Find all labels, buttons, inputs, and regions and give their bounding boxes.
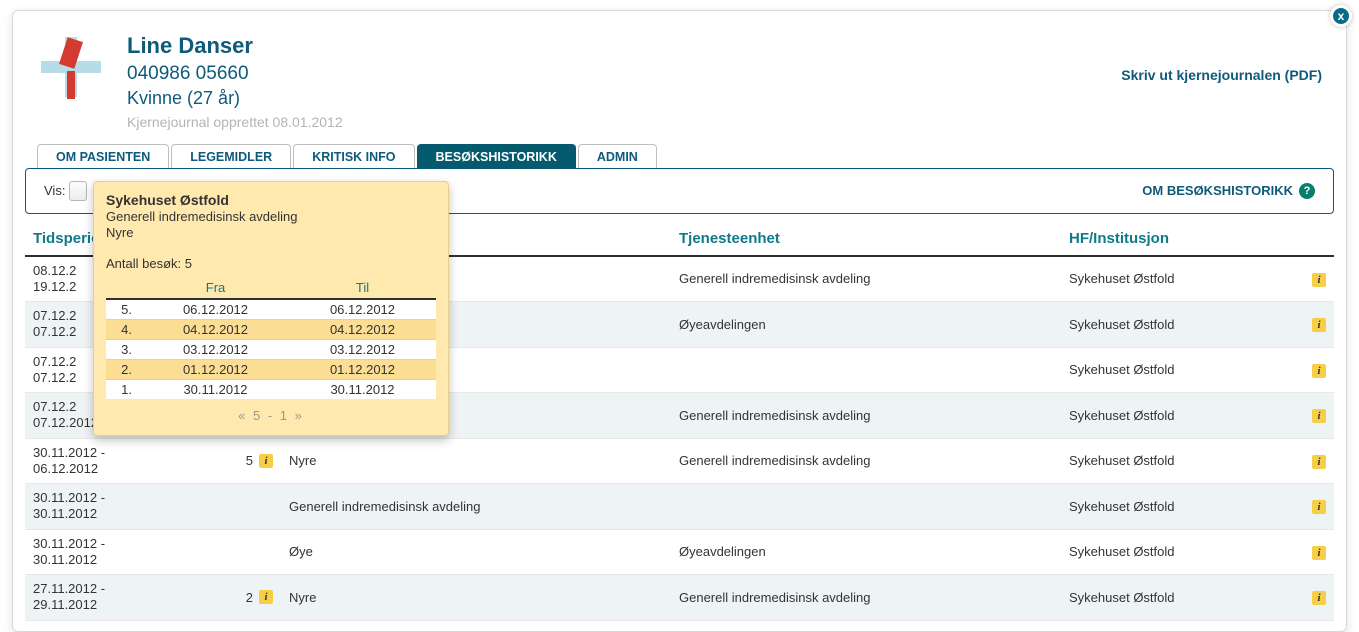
logo-icon [37,35,105,106]
row-dates: 30.11.2012 -06.12.2012 [25,438,225,484]
vis-filter: Vis: [44,181,87,201]
info-icon[interactable]: i [1312,409,1326,423]
info-icon[interactable]: i [1312,546,1326,560]
popup-title: Sykehuset Østfold [106,192,436,208]
table-row[interactable]: 30.11.2012 -30.11.2012 ØyeØyeavdelingenSy… [25,529,1334,575]
tab-legemidler[interactable]: LEGEMIDLER [171,144,291,168]
info-icon[interactable]: i [1312,364,1326,378]
row-unit [671,347,1061,393]
row-unit: Generell indremedisinsk avdeling [671,256,1061,302]
row-inst: Sykehuset Østfold [1061,347,1304,393]
visit-detail-popup: Sykehuset Østfold Generell indremedisins… [93,181,449,436]
popup-row: 5.06.12.201206.12.2012 [106,299,436,320]
popup-col-from: Fra [142,277,289,299]
tab-besøkshistorikk[interactable]: BESØKSHISTORIKK [417,144,576,168]
row-inst: Sykehuset Østfold [1061,575,1304,621]
info-icon[interactable]: i [259,454,273,468]
about-visits-label: OM BESØKSHISTORIKK [1142,183,1293,198]
patient-ssn: 040986 05660 [127,61,343,87]
row-unit: Generell indremedisinsk avdeling [671,575,1061,621]
row-dates: 27.11.2012 -29.11.2012 [25,575,225,621]
row-dept: Nyre [281,438,671,484]
row-dept: Øye [281,529,671,575]
row-dept: Nyre [281,575,671,621]
row-count [225,484,281,530]
info-icon[interactable]: i [1312,455,1326,469]
col-institusjon[interactable]: HF/Institusjon [1061,224,1304,256]
print-pdf-link[interactable]: Skriv ut kjernejournalen (PDF) [1121,67,1322,83]
row-inst: Sykehuset Østfold [1061,302,1304,348]
row-count: 5i [225,438,281,484]
tab-kritisk-info[interactable]: KRITISK INFO [293,144,414,168]
about-visits-link[interactable]: OM BESØKSHISTORIKK ? [1142,183,1315,199]
patient-name: Line Danser [127,31,343,61]
popup-row: 1.30.11.201230.11.2012 [106,380,436,400]
close-button[interactable]: x [1330,5,1352,27]
table-row[interactable]: 30.11.2012 -30.11.2012 Generell indremedi… [25,484,1334,530]
info-icon[interactable]: i [259,590,273,604]
popup-line1: Generell indremedisinsk avdeling [106,209,436,224]
tab-admin[interactable]: ADMIN [578,144,657,168]
row-inst: Sykehuset Østfold [1061,256,1304,302]
info-icon[interactable]: i [1312,273,1326,287]
row-dates: 30.11.2012 -30.11.2012 [25,484,225,530]
record-created: Kjernejournal opprettet 08.01.2012 [127,113,343,132]
patient-info: Line Danser 040986 05660 Kvinne (27 år) … [127,31,343,132]
row-count [225,529,281,575]
table-row[interactable]: 30.11.2012 -06.12.20125iNyreGenerell ind… [25,438,1334,484]
row-inst: Sykehuset Østfold [1061,438,1304,484]
row-unit: Generell indremedisinsk avdeling [671,393,1061,439]
row-inst: Sykehuset Østfold [1061,484,1304,530]
vis-label: Vis: [44,183,65,198]
info-icon[interactable]: i [1312,591,1326,605]
tab-om-pasienten[interactable]: OM PASIENTEN [37,144,169,168]
row-inst: Sykehuset Østfold [1061,529,1304,575]
row-unit: Øyeavdelingen [671,529,1061,575]
row-unit [671,484,1061,530]
popup-count: Antall besøk: 5 [106,256,436,271]
popup-row: 2.01.12.201201.12.2012 [106,360,436,380]
table-row[interactable]: 27.11.2012 -29.11.20122iNyreGenerell ind… [25,575,1334,621]
row-inst: Sykehuset Østfold [1061,393,1304,439]
popup-row: 4.04.12.201204.12.2012 [106,320,436,340]
row-unit: Generell indremedisinsk avdeling [671,438,1061,484]
popup-col-to: Til [289,277,436,299]
patient-header: Line Danser 040986 05660 Kvinne (27 år) … [13,31,1346,144]
info-icon[interactable]: i [1312,318,1326,332]
close-icon: x [1338,9,1345,23]
help-icon: ? [1299,183,1315,199]
main-panel: x Line Danser 040986 05660 Kvinne (27 år… [12,10,1347,632]
tabs-nav: OM PASIENTENLEGEMIDLERKRITISK INFOBESØKS… [13,144,1346,168]
col-tjenesteenhet[interactable]: Tjenesteenhet [671,224,1061,256]
row-dept: Generell indremedisinsk avdeling [281,484,671,530]
row-unit: Øyeavdelingen [671,302,1061,348]
popup-table: Fra Til 5.06.12.201206.12.20124.04.12.20… [106,277,436,400]
vis-select[interactable] [69,181,87,201]
info-icon[interactable]: i [1312,500,1326,514]
patient-gender-age: Kvinne (27 år) [127,86,343,110]
row-dates: 30.11.2012 -30.11.2012 [25,529,225,575]
popup-row: 3.03.12.201203.12.2012 [106,340,436,360]
row-count: 2i [225,575,281,621]
popup-pager[interactable]: « 5 - 1 » [106,408,436,423]
popup-line2: Nyre [106,225,436,240]
